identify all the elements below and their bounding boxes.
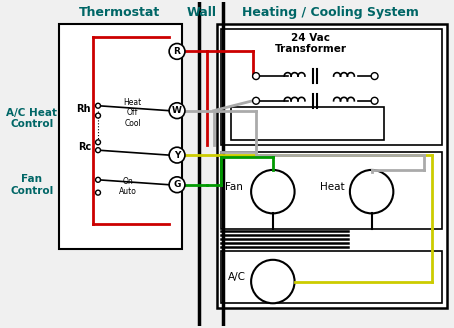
Circle shape <box>95 190 100 195</box>
Text: Thermostat: Thermostat <box>79 6 160 19</box>
Circle shape <box>169 103 185 118</box>
Circle shape <box>252 97 260 104</box>
Circle shape <box>95 148 100 153</box>
Circle shape <box>169 147 185 163</box>
Text: A/C Heat
Control: A/C Heat Control <box>6 108 57 129</box>
Text: Heat
Off
Cool: Heat Off Cool <box>123 98 142 128</box>
Text: Fan: Fan <box>225 182 243 192</box>
Text: G: G <box>173 180 181 189</box>
Circle shape <box>252 72 260 80</box>
Circle shape <box>371 97 378 104</box>
Bar <box>217 24 447 308</box>
Circle shape <box>95 140 100 145</box>
Circle shape <box>169 177 185 193</box>
Circle shape <box>95 113 100 118</box>
Circle shape <box>251 260 295 303</box>
Bar <box>222 29 442 145</box>
Text: Rc: Rc <box>78 142 91 152</box>
Circle shape <box>95 177 100 182</box>
Text: W: W <box>172 106 182 115</box>
Circle shape <box>169 44 185 59</box>
Bar <box>59 24 182 249</box>
Text: Y: Y <box>174 151 180 160</box>
Text: A/C: A/C <box>228 272 246 282</box>
Bar <box>222 251 442 303</box>
Text: Heating / Cooling System: Heating / Cooling System <box>242 6 419 19</box>
Text: Wall: Wall <box>187 6 217 19</box>
Text: Rh: Rh <box>77 104 91 114</box>
Circle shape <box>251 170 295 214</box>
Text: Fan
Control: Fan Control <box>10 174 54 195</box>
Text: Heat: Heat <box>321 182 345 192</box>
Circle shape <box>371 72 378 80</box>
Bar <box>232 107 385 140</box>
Bar <box>222 152 442 229</box>
Text: On
Auto: On Auto <box>118 177 137 196</box>
Text: 24 Vac
Transformer: 24 Vac Transformer <box>274 33 346 54</box>
Circle shape <box>95 103 100 108</box>
Circle shape <box>350 170 393 214</box>
Text: R: R <box>173 47 181 56</box>
